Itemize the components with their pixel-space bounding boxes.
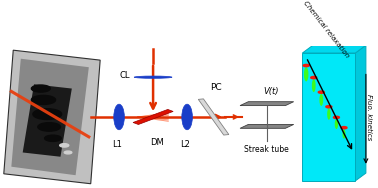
Circle shape (38, 123, 60, 131)
Circle shape (318, 91, 324, 93)
Ellipse shape (134, 76, 172, 78)
Ellipse shape (182, 104, 192, 130)
Text: Chemical relaxation: Chemical relaxation (302, 0, 350, 59)
Ellipse shape (335, 119, 338, 129)
Text: Fluo. kinetics: Fluo. kinetics (366, 94, 372, 140)
Circle shape (64, 151, 72, 154)
Text: L1: L1 (112, 140, 122, 149)
Text: PC: PC (210, 83, 221, 92)
Circle shape (303, 64, 309, 67)
Polygon shape (302, 53, 355, 181)
Circle shape (31, 85, 50, 92)
Ellipse shape (312, 79, 316, 92)
Polygon shape (4, 50, 100, 184)
Text: CL: CL (120, 71, 130, 80)
Ellipse shape (114, 104, 124, 130)
Polygon shape (133, 109, 173, 124)
Circle shape (341, 127, 347, 129)
Text: L2: L2 (180, 140, 190, 149)
Circle shape (60, 144, 69, 147)
Polygon shape (23, 84, 72, 157)
Polygon shape (355, 45, 366, 181)
Text: DM: DM (150, 138, 164, 147)
Circle shape (333, 116, 339, 118)
Text: V(t): V(t) (263, 87, 279, 96)
Circle shape (31, 95, 56, 105)
Ellipse shape (342, 129, 345, 139)
Polygon shape (302, 45, 366, 53)
Circle shape (326, 106, 332, 108)
Circle shape (311, 77, 317, 79)
Circle shape (45, 135, 61, 141)
Polygon shape (240, 124, 294, 128)
Ellipse shape (327, 108, 330, 120)
Polygon shape (11, 59, 89, 175)
Circle shape (33, 109, 62, 120)
Ellipse shape (319, 94, 323, 106)
Ellipse shape (304, 67, 308, 81)
Text: Streak tube: Streak tube (245, 145, 289, 154)
Polygon shape (198, 99, 229, 135)
Polygon shape (240, 102, 294, 106)
